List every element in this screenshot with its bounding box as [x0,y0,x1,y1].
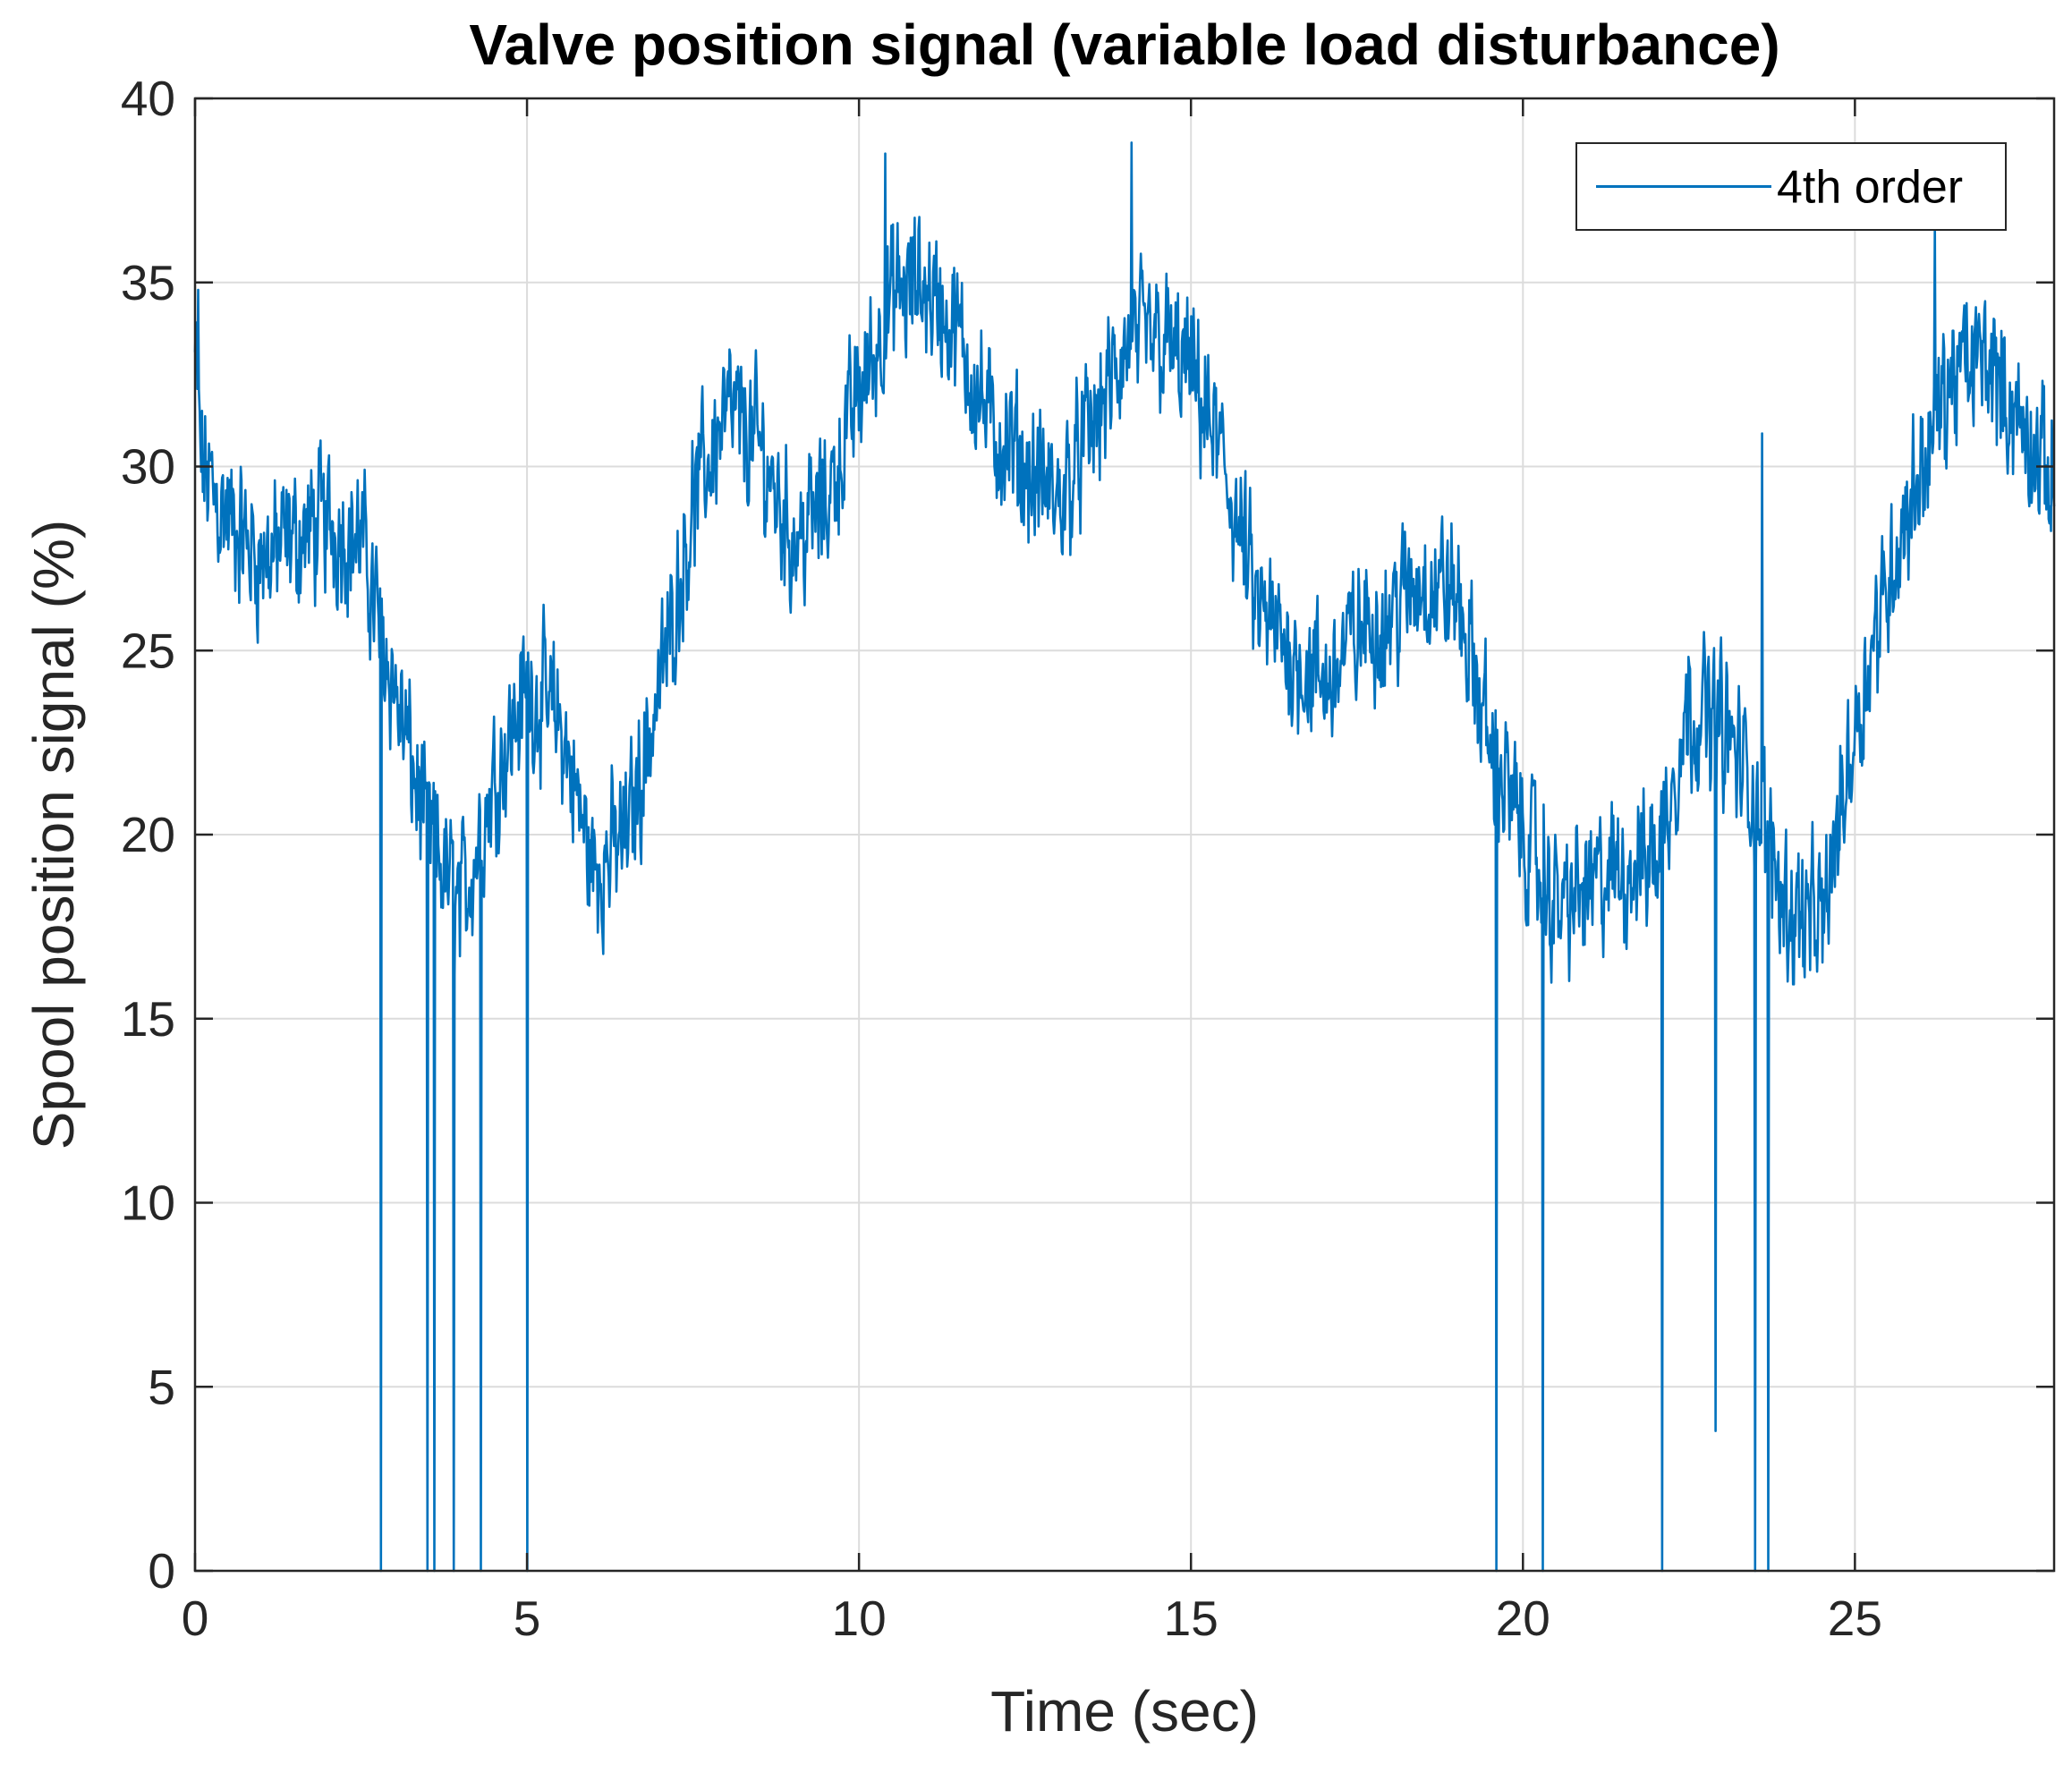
x-tick-label: 20 [1496,1591,1550,1646]
y-axis-tick-labels: 0 5 10 15 20 25 30 35 40 [121,71,175,1599]
y-tick-label: 20 [121,807,175,862]
y-tick-label: 10 [121,1175,175,1231]
y-tick-label: 30 [121,439,175,495]
x-tick-label: 5 [514,1591,541,1646]
x-tick-label: 0 [182,1591,209,1646]
tick-marks [193,97,2054,1573]
x-axis-label: Time (sec) [990,1679,1259,1743]
series-line-4th-order [193,141,2056,1573]
legend-entry-label: 4th order [1777,162,1963,214]
y-tick-label: 35 [121,255,175,310]
x-tick-label: 25 [1828,1591,1882,1646]
series-layer [193,141,2056,1573]
y-tick-label: 0 [148,1543,175,1599]
x-axis-tick-labels: 0 5 10 15 20 25 [182,1591,1882,1646]
x-tick-label: 10 [832,1591,887,1646]
chart-title: Valve position signal (variable load dis… [469,13,1779,77]
y-tick-label: 15 [121,991,175,1047]
legend: 4th order [1575,142,2007,231]
x-tick-label: 15 [1164,1591,1219,1646]
y-axis-label: Spool position signal (%) [21,520,86,1149]
y-tick-label: 40 [121,71,175,126]
y-tick-label: 5 [148,1359,175,1414]
y-tick-label: 25 [121,623,175,678]
